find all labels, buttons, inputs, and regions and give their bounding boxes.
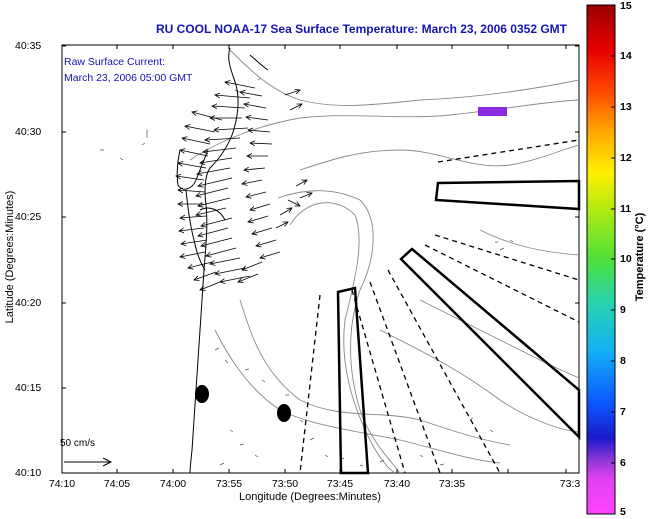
footprint-east <box>434 179 581 211</box>
colorbar-tick-label: 14 <box>620 50 632 62</box>
x-tick-label: 73:55 <box>215 478 243 490</box>
colorbar-tick-label: 10 <box>620 253 632 265</box>
x-tick-label: 73:50 <box>271 478 299 490</box>
colorbar-tick-label: 6 <box>620 457 626 469</box>
y-tick-label: 40:35 <box>15 40 42 52</box>
purple-marker[interactable] <box>478 107 507 116</box>
x-tick-label: 74:00 <box>159 478 187 490</box>
map-title: RU COOL NOAA-17 Sea Surface Temperature:… <box>155 22 567 36</box>
x-tick-label: 73:35 <box>438 478 466 490</box>
colorbar-ticks <box>611 4 615 515</box>
x-tick-label: 74:05 <box>103 478 131 490</box>
bathymetry-contours <box>189 49 579 473</box>
current-annotation-line2: March 23, 2006 05:00 GMT <box>64 72 193 84</box>
plot-frame <box>61 44 580 474</box>
buoy-marker-west[interactable] <box>195 385 209 403</box>
footprint-southeast <box>399 247 581 441</box>
axis-ticks <box>61 45 579 474</box>
current-vectors <box>176 82 312 290</box>
buoy-marker-east[interactable] <box>277 404 291 422</box>
current-annotation-line1: Raw Surface Current: <box>64 56 165 68</box>
scale-arrow <box>64 457 113 467</box>
colorbar-tick-label: 8 <box>620 355 626 367</box>
noise-speckles <box>100 77 514 467</box>
x-tick-label: 73:40 <box>383 478 411 490</box>
scale-label: 50 cm/s <box>60 438 96 449</box>
colorbar-tick-label: 7 <box>620 406 626 418</box>
footprint-south <box>336 286 370 475</box>
x-tick-label: 74:10 <box>48 478 76 490</box>
radar-dashes <box>299 139 580 474</box>
colorbar-tick-label: 11 <box>620 203 632 215</box>
colorbar-tick-label: 13 <box>620 101 632 113</box>
colorbar-tick-label: 9 <box>620 304 626 316</box>
x-axis-label: Longitude (Degrees:Minutes) <box>239 491 381 503</box>
y-tick-label: 40:30 <box>15 126 42 138</box>
radar-footprints <box>336 179 581 475</box>
x-tick-label: 73:3 <box>559 478 581 490</box>
y-tick-label: 40:20 <box>15 297 42 309</box>
colorbar-tick-label: 5 <box>620 506 626 518</box>
x-tick-label: 73:45 <box>326 478 354 490</box>
y-tick-label: 40:25 <box>15 211 42 223</box>
colorbar-gradient <box>586 4 616 515</box>
y-tick-label: 40:10 <box>15 467 42 479</box>
colorbar-tick-label: 12 <box>620 152 632 164</box>
y-tick-label: 40:15 <box>15 382 42 394</box>
colorbar-tick-label: 15 <box>620 0 632 12</box>
